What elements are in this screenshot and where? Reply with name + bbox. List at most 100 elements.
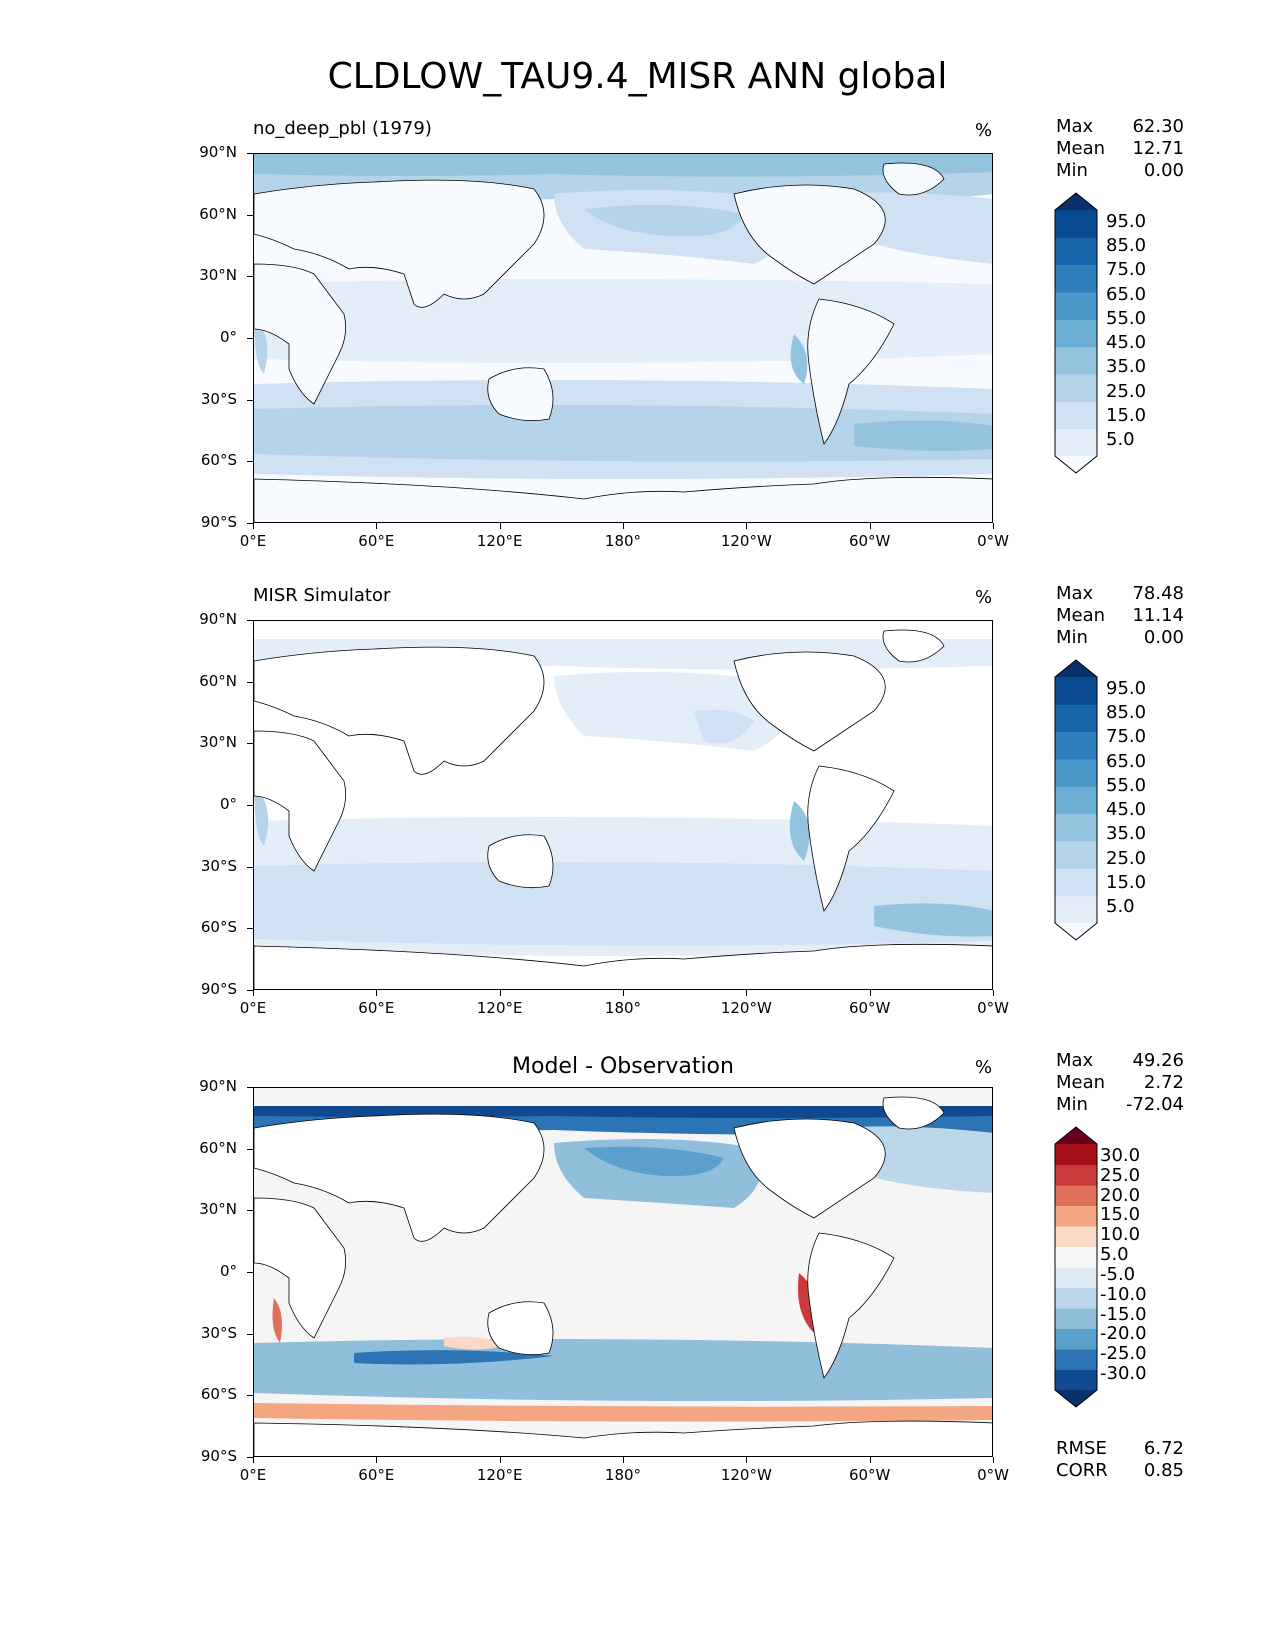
colorbar-tick-label: 45.0 bbox=[1106, 799, 1147, 821]
lat-tick-label: 0° bbox=[219, 328, 237, 346]
lon-tick-label: 0°E bbox=[239, 532, 267, 550]
stat-min-label: Min bbox=[1056, 627, 1088, 648]
colorbar-segment bbox=[1055, 1267, 1097, 1288]
lon-tick-mark bbox=[993, 523, 994, 529]
stat-max-value: 78.48 bbox=[1132, 583, 1184, 604]
colorbar-segment bbox=[1055, 841, 1097, 869]
lon-tick-mark bbox=[746, 990, 748, 996]
colorbar-tick-label: 25.0 bbox=[1106, 847, 1147, 869]
stat-max-label: Max bbox=[1056, 1050, 1094, 1071]
colorbar-tick-label: -30.0 bbox=[1100, 1363, 1147, 1384]
lon-tick-mark bbox=[746, 523, 748, 529]
colorbar-segment bbox=[1055, 401, 1097, 430]
lon-tick-mark bbox=[623, 990, 624, 996]
lon-tick-label: 120°W bbox=[720, 1466, 772, 1484]
southern-ocean-cloud bbox=[254, 862, 992, 946]
lat-tick-mark bbox=[247, 1210, 253, 1212]
arctic-cloud-core bbox=[254, 154, 992, 177]
stat-rmse: RMSE 6.72 bbox=[1056, 1438, 1184, 1460]
colorbar-tick-label: 25.0 bbox=[1106, 380, 1147, 402]
panel-title: Model - Observation bbox=[512, 1054, 734, 1079]
lon-tick-mark bbox=[993, 1457, 994, 1463]
stat-corr-value: 0.85 bbox=[1143, 1460, 1184, 1481]
colorbar-segment bbox=[1055, 374, 1097, 402]
lat-tick-mark bbox=[247, 276, 253, 278]
colorbar-tick-label: 75.0 bbox=[1106, 726, 1147, 748]
lon-tick-label: 120°W bbox=[720, 999, 772, 1017]
panel-unit: % bbox=[975, 1057, 993, 1078]
lat-tick-label: 30°N bbox=[199, 1200, 237, 1219]
colorbar-tick-label: 55.0 bbox=[1106, 307, 1147, 329]
coastlines bbox=[254, 1096, 992, 1456]
colorbar-tick-label: 85.0 bbox=[1106, 702, 1147, 724]
lon-tick-label: 180° bbox=[604, 1466, 642, 1484]
colorbar-tick-label: -10.0 bbox=[1100, 1283, 1147, 1305]
colorbar-segment bbox=[1055, 1287, 1097, 1309]
land-north-america bbox=[733, 184, 886, 285]
land-australia bbox=[487, 367, 554, 422]
stat-max-label: Max bbox=[1056, 116, 1094, 137]
colorbar-extend-min bbox=[1055, 1390, 1097, 1407]
lat-tick-mark bbox=[247, 1087, 253, 1088]
land-africa bbox=[254, 730, 347, 872]
lat-tick-mark bbox=[247, 620, 253, 621]
error-metrics: RMSE 6.72 CORR 0.85 bbox=[1056, 1438, 1184, 1482]
southern-ocean-positive bbox=[254, 1339, 992, 1402]
lat-tick-label: 60°S bbox=[200, 918, 237, 937]
lon-tick-mark bbox=[499, 1457, 501, 1463]
land-greenland bbox=[882, 162, 945, 196]
panel-title: MISR Simulator bbox=[253, 585, 391, 606]
land-greenland bbox=[882, 1096, 945, 1130]
lat-tick-label: 90°S bbox=[200, 513, 237, 531]
lon-tick-mark bbox=[869, 1457, 871, 1463]
ca-stratocumulus bbox=[694, 709, 754, 744]
colorbar-tick-label: 20.0 bbox=[1100, 1184, 1141, 1206]
colorbar-segment bbox=[1055, 1369, 1097, 1391]
lat-tick-mark bbox=[247, 1395, 253, 1397]
stat-mean-value: 11.14 bbox=[1132, 605, 1184, 626]
colorbar-segment bbox=[1055, 813, 1097, 842]
colorbar-segment bbox=[1055, 1205, 1097, 1227]
lat-tick-label: 90°S bbox=[200, 1447, 237, 1465]
colorbar-segment bbox=[1055, 292, 1097, 320]
land-south-america bbox=[807, 298, 895, 445]
stat-min-value: 0.00 bbox=[1143, 627, 1184, 648]
lat-tick-label: 0° bbox=[219, 1262, 237, 1280]
land-africa bbox=[254, 1197, 347, 1339]
lat-tick-mark bbox=[247, 523, 253, 524]
lat-tick-mark bbox=[247, 928, 253, 930]
figure-title: CLDLOW_TAU9.4_MISR ANN global bbox=[327, 56, 948, 97]
land-antarctica bbox=[254, 943, 992, 989]
colorbar-tick-label: 15.0 bbox=[1106, 404, 1147, 426]
stat-mean-label: Mean bbox=[1056, 1072, 1106, 1093]
colorbar-tick-label: 75.0 bbox=[1106, 259, 1147, 281]
lon-tick-mark bbox=[376, 523, 378, 529]
stats-block: Max 62.30 Mean 12.71 Min 0.00 bbox=[1056, 116, 1184, 182]
lon-tick-label: 0°W bbox=[977, 1466, 1009, 1484]
npacific-positive-core bbox=[584, 1146, 724, 1177]
colorbar-segment bbox=[1055, 759, 1097, 787]
lat-tick-label: 60°S bbox=[200, 451, 237, 470]
stat-max: Max 78.48 bbox=[1056, 583, 1184, 605]
land-eurasia bbox=[254, 1113, 545, 1242]
antarctic-negative-band bbox=[254, 1403, 992, 1422]
colorbar-tick-label: 30.0 bbox=[1100, 1145, 1141, 1166]
colorbar-segment bbox=[1055, 428, 1097, 457]
lat-tick-mark bbox=[247, 1457, 253, 1458]
stat-max: Max 62.30 bbox=[1056, 116, 1184, 138]
colorbar-tick-label: -20.0 bbox=[1100, 1323, 1147, 1345]
land-eurasia bbox=[254, 646, 545, 775]
lat-tick-label: 60°N bbox=[199, 1138, 237, 1157]
lon-tick-label: 60°E bbox=[358, 532, 395, 550]
panel-model: no_deep_pbl (1979) % bbox=[0, 0, 1275, 550]
lon-tick-label: 0°W bbox=[977, 999, 1009, 1017]
lon-tick-mark bbox=[376, 1457, 378, 1463]
lon-tick-label: 180° bbox=[604, 999, 642, 1017]
colorbar-outline bbox=[1054, 1126, 1098, 1408]
southern-ocean-peak bbox=[854, 420, 992, 451]
lon-tick-label: 60°W bbox=[848, 532, 891, 550]
colorbar-tick-label: 5.0 bbox=[1100, 1244, 1129, 1266]
colorbar-segment bbox=[1055, 1246, 1097, 1268]
lat-tick-label: 30°S bbox=[200, 1323, 237, 1342]
lat-tick-label: 30°S bbox=[200, 389, 237, 408]
